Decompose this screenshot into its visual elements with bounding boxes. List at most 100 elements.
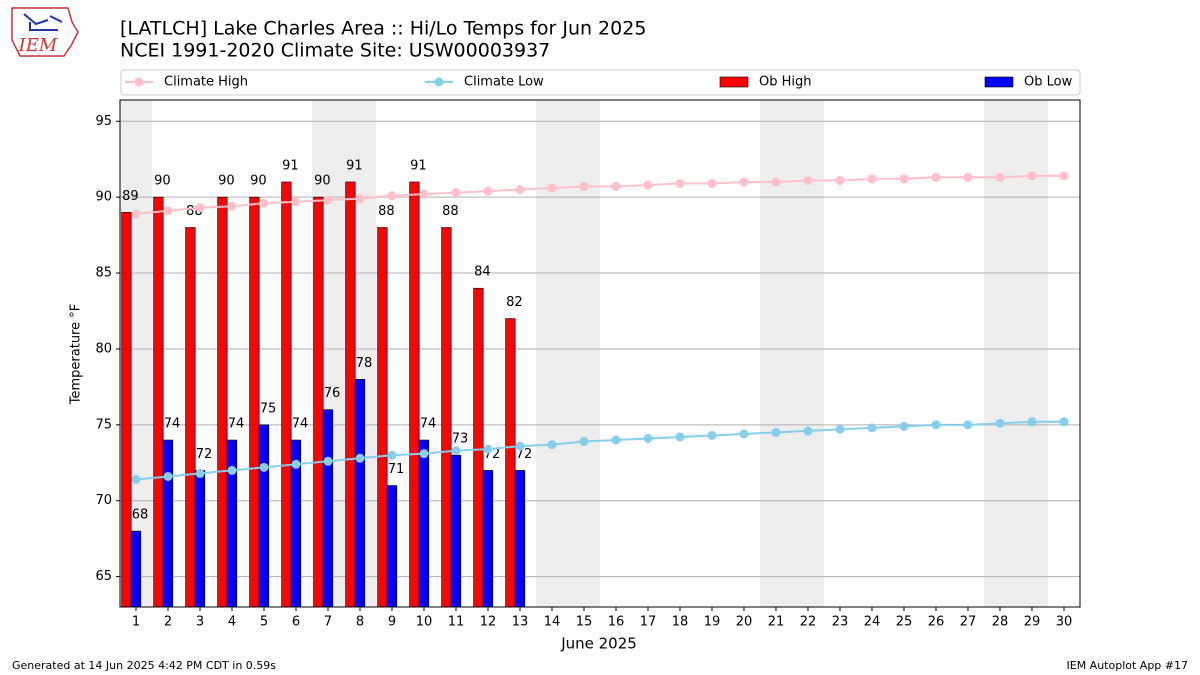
x-tick-label: 20 bbox=[736, 615, 753, 630]
point bbox=[739, 429, 749, 439]
point bbox=[259, 198, 269, 208]
x-tick-label: 11 bbox=[448, 615, 465, 630]
weekend-shade bbox=[984, 100, 1048, 607]
bar bbox=[441, 227, 452, 608]
point bbox=[1059, 417, 1069, 427]
x-tick-label: 26 bbox=[928, 615, 945, 630]
point bbox=[547, 183, 557, 193]
bar-value-label: 68 bbox=[132, 508, 149, 523]
x-tick-label: 27 bbox=[960, 615, 977, 630]
chart-title: [LATLCH] Lake Charles Area :: Hi/Lo Temp… bbox=[120, 18, 646, 40]
bar-value-label: 73 bbox=[452, 432, 469, 447]
x-tick-label: 6 bbox=[292, 615, 300, 630]
bar-value-label: 76 bbox=[324, 386, 341, 401]
point bbox=[675, 178, 685, 188]
x-tick-label: 10 bbox=[416, 615, 433, 630]
bar bbox=[386, 485, 398, 608]
point bbox=[355, 194, 365, 204]
point bbox=[707, 430, 717, 440]
x-tick-label: 30 bbox=[1056, 615, 1073, 630]
x-tick-label: 29 bbox=[1024, 615, 1041, 630]
bar bbox=[153, 196, 164, 608]
point bbox=[451, 188, 461, 198]
point bbox=[675, 432, 685, 442]
bar bbox=[121, 212, 132, 608]
point bbox=[771, 177, 781, 187]
x-tick-label: 3 bbox=[196, 615, 204, 630]
point bbox=[131, 474, 141, 484]
point bbox=[771, 427, 781, 437]
y-tick-label: 90 bbox=[95, 190, 112, 205]
x-tick-label: 23 bbox=[832, 615, 849, 630]
point bbox=[803, 175, 813, 185]
point bbox=[579, 437, 589, 447]
point bbox=[483, 444, 493, 454]
bar bbox=[514, 470, 526, 608]
x-tick-label: 1 bbox=[132, 615, 140, 630]
bar-value-label: 74 bbox=[228, 417, 245, 432]
bar-value-label: 91 bbox=[346, 158, 363, 173]
bar bbox=[473, 287, 484, 608]
legend-item: Ob High bbox=[719, 75, 812, 90]
point bbox=[931, 172, 941, 182]
logo-text: IEM bbox=[18, 35, 58, 56]
x-tick-label: 8 bbox=[356, 615, 364, 630]
x-tick-label: 2 bbox=[164, 615, 172, 630]
point bbox=[899, 174, 909, 184]
x-tick-label: 17 bbox=[640, 615, 657, 630]
bar-value-label: 90 bbox=[250, 174, 267, 189]
point bbox=[195, 468, 205, 478]
point bbox=[835, 424, 845, 434]
bar-value-label: 78 bbox=[356, 356, 373, 371]
bar bbox=[313, 196, 324, 608]
weekend-shade bbox=[536, 100, 600, 607]
y-tick-label: 80 bbox=[95, 341, 112, 356]
point bbox=[963, 420, 973, 430]
point bbox=[227, 201, 237, 211]
point bbox=[643, 434, 653, 444]
point bbox=[195, 203, 205, 213]
bar bbox=[418, 439, 430, 608]
point bbox=[547, 440, 557, 450]
plot-frame bbox=[119, 99, 1081, 608]
legend-item: Climate Low bbox=[425, 75, 544, 90]
x-tick-label: 5 bbox=[260, 615, 268, 630]
bar bbox=[450, 454, 462, 608]
legend-label: Climate High bbox=[164, 75, 248, 90]
point bbox=[867, 423, 877, 433]
line bbox=[135, 174, 1064, 215]
bar-value-label: 90 bbox=[154, 174, 171, 189]
point bbox=[739, 177, 749, 187]
line bbox=[135, 420, 1064, 481]
bar-value-label: 74 bbox=[292, 417, 309, 432]
point bbox=[387, 191, 397, 201]
legend-swatch bbox=[719, 76, 749, 88]
bar bbox=[226, 439, 238, 608]
bar bbox=[409, 181, 420, 608]
point bbox=[835, 175, 845, 185]
point bbox=[707, 178, 717, 188]
x-tick-label: 9 bbox=[388, 615, 396, 630]
point bbox=[1027, 171, 1037, 181]
point bbox=[931, 420, 941, 430]
bar bbox=[130, 530, 142, 608]
x-tick-label: 28 bbox=[992, 615, 1009, 630]
bar-value-label: 88 bbox=[378, 204, 395, 219]
point bbox=[515, 185, 525, 195]
point bbox=[323, 195, 333, 205]
point bbox=[995, 418, 1005, 428]
bar-value-label: 74 bbox=[164, 417, 181, 432]
y-tick-label: 95 bbox=[95, 114, 112, 129]
bar-value-label: 75 bbox=[260, 401, 277, 416]
bar-value-label: 90 bbox=[218, 174, 235, 189]
point bbox=[803, 426, 813, 436]
x-tick-label: 19 bbox=[704, 615, 721, 630]
point bbox=[867, 174, 877, 184]
bar bbox=[322, 409, 334, 608]
bar-value-label: 91 bbox=[410, 158, 427, 173]
legend-item: Ob Low bbox=[984, 75, 1073, 90]
point bbox=[227, 465, 237, 475]
x-tick-label: 21 bbox=[768, 615, 785, 630]
point bbox=[163, 206, 173, 216]
bar-value-label: 89 bbox=[122, 189, 139, 204]
